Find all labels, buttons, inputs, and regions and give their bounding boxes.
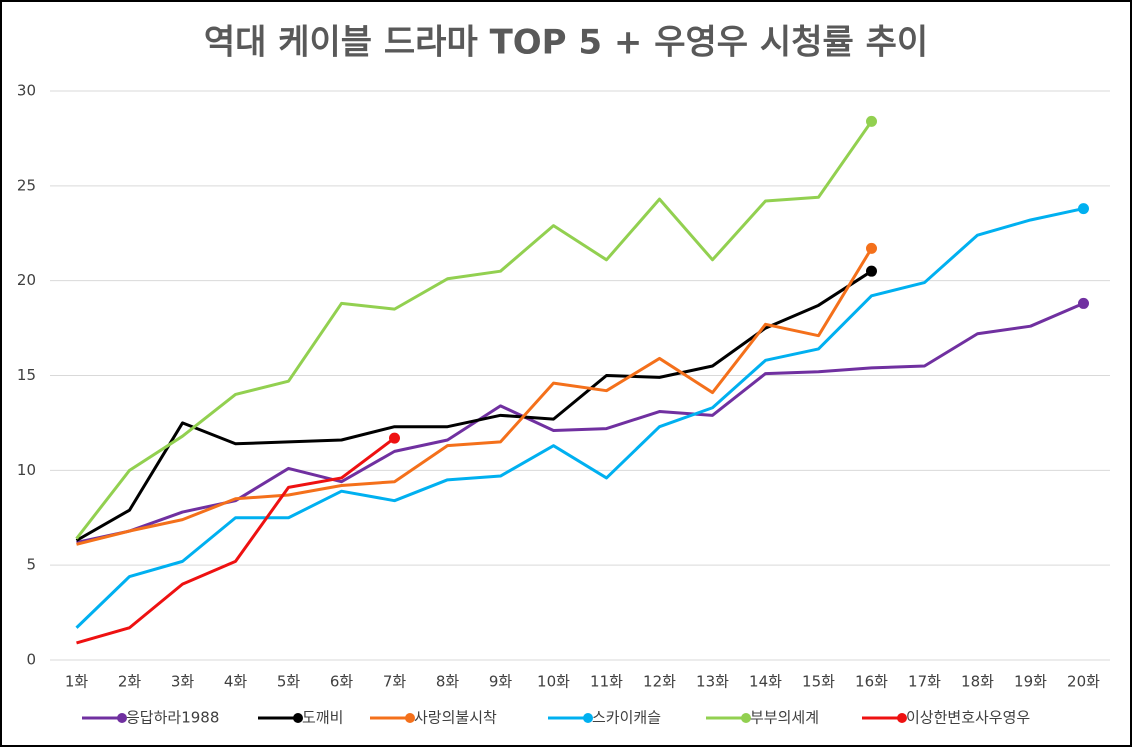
series-line xyxy=(75,120,873,540)
legend-marker xyxy=(583,713,593,723)
y-tick-label: 30 xyxy=(17,82,36,100)
x-tick-label: 17화 xyxy=(908,673,941,691)
x-tick-label: 12화 xyxy=(643,673,676,691)
legend-marker xyxy=(405,713,415,723)
legend-label: 부부의세계 xyxy=(750,709,819,727)
x-tick-label: 1화 xyxy=(65,673,89,691)
y-tick-label: 0 xyxy=(26,651,36,669)
x-tick-label: 13화 xyxy=(696,673,729,691)
x-tick-label: 16화 xyxy=(855,673,888,691)
x-tick-label: 10화 xyxy=(537,673,570,691)
legend-marker xyxy=(117,713,127,723)
series-line xyxy=(76,247,873,546)
end-marker xyxy=(1078,203,1089,215)
end-marker xyxy=(866,242,877,254)
x-tick-label: 11화 xyxy=(590,673,623,691)
legend-label: 스카이캐슬 xyxy=(592,709,661,727)
y-tick-label: 15 xyxy=(17,366,36,384)
legend-label: 사랑의불시착 xyxy=(414,709,497,727)
chart-title: 역대 케이블 드라마 TOP 5 + 우영우 시청률 추이 xyxy=(204,23,928,63)
legend-marker xyxy=(741,713,751,723)
legend-marker xyxy=(897,713,907,723)
series-line xyxy=(76,436,396,645)
x-tick-label: 3화 xyxy=(171,673,195,691)
legend-label: 도깨비 xyxy=(302,709,343,727)
x-tick-label: 8화 xyxy=(436,673,460,691)
x-tick-label: 15화 xyxy=(802,673,835,691)
y-tick-label: 5 xyxy=(26,556,36,574)
end-marker xyxy=(1078,297,1089,309)
series-line xyxy=(75,269,873,542)
end-marker xyxy=(866,265,877,277)
x-tick-label: 18화 xyxy=(961,673,994,691)
end-marker xyxy=(866,115,877,127)
end-marker xyxy=(389,432,400,444)
legend-marker xyxy=(293,713,303,723)
y-tick-label: 20 xyxy=(17,271,36,289)
legend-label: 이상한변호사우영우 xyxy=(906,709,1030,727)
x-tick-label: 7화 xyxy=(383,673,407,691)
x-tick-label: 20화 xyxy=(1067,673,1100,691)
legend-label: 응답하라1988 xyxy=(126,709,219,727)
y-tick-label: 25 xyxy=(17,176,36,194)
x-tick-label: 4화 xyxy=(224,673,248,691)
series-line xyxy=(76,302,1085,544)
x-tick-label: 9화 xyxy=(489,673,513,691)
x-tick-label: 6화 xyxy=(330,673,354,691)
x-tick-label: 5화 xyxy=(277,673,301,691)
series-line xyxy=(75,207,1084,629)
x-tick-label: 19화 xyxy=(1014,673,1047,691)
x-tick-label: 14화 xyxy=(749,673,782,691)
x-tick-label: 2화 xyxy=(118,673,142,691)
y-tick-label: 10 xyxy=(17,461,36,479)
